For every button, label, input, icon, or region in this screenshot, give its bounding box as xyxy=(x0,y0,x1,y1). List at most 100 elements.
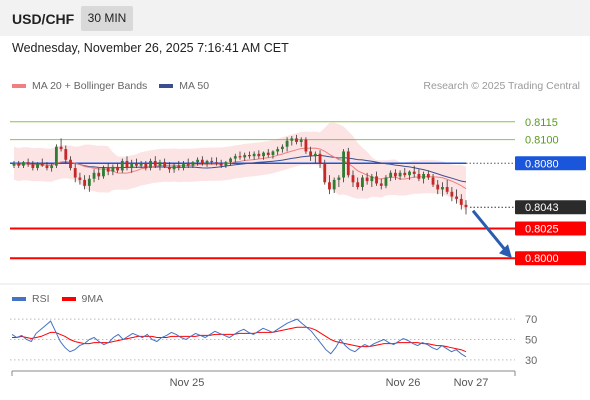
price-chart: 0.8115 0.8100 0.8080 0.8043 0.8025 0.8000 xyxy=(0,117,590,285)
bollinger-band xyxy=(14,122,466,211)
candle-body xyxy=(102,168,105,177)
candle-body xyxy=(210,160,214,163)
candle-body xyxy=(153,160,157,166)
candle-body xyxy=(69,159,72,169)
candle-body xyxy=(445,187,449,192)
candle-body xyxy=(441,187,444,190)
candle-body xyxy=(370,176,374,182)
candle-body xyxy=(257,153,261,157)
candle-body xyxy=(205,160,209,164)
candle-body xyxy=(342,151,345,178)
candle-body xyxy=(50,165,54,169)
ma50-line xyxy=(13,154,467,183)
candle-body xyxy=(139,163,143,166)
candle-body xyxy=(436,184,440,190)
support-label-0.8025: 0.8025 xyxy=(525,224,559,236)
candle-body xyxy=(464,204,468,208)
candle-body xyxy=(116,166,119,171)
candle-body xyxy=(389,172,393,178)
candle-body xyxy=(17,163,21,166)
legend-rsi-ma: 9MA xyxy=(61,293,104,305)
rsi-swatch xyxy=(12,297,26,301)
candle-body xyxy=(276,149,280,152)
rsi-tick-30: 30 xyxy=(525,355,537,367)
candle-body xyxy=(459,198,463,205)
candle-body xyxy=(111,166,115,172)
candle-body xyxy=(323,163,327,183)
price-legend: MA 20 + Bollinger Bands MA 50 xyxy=(12,80,221,92)
target-label-0.8100: 0.8100 xyxy=(525,135,559,147)
candle-body xyxy=(224,162,228,166)
candle-body xyxy=(252,153,256,157)
candle-body xyxy=(182,163,185,169)
candle-body xyxy=(393,172,397,177)
candle-body xyxy=(403,172,407,176)
candle-body xyxy=(78,177,82,180)
candle-body xyxy=(106,168,110,172)
candle-body xyxy=(177,165,181,169)
candle-body xyxy=(149,160,152,169)
candle-body xyxy=(375,176,378,184)
candle-body xyxy=(346,151,350,176)
candle-body xyxy=(295,138,298,142)
candle-body xyxy=(351,175,355,183)
rsi-tick-50: 50 xyxy=(525,335,537,347)
candle-body xyxy=(158,162,162,166)
last-price-tag xyxy=(515,200,586,215)
datetime-label: Wednesday, November 26, 2025 7:16:41 AM … xyxy=(12,41,289,55)
candle-body xyxy=(285,140,289,147)
candle-body xyxy=(266,152,270,156)
candle-body xyxy=(22,162,25,166)
legend-ma20-label: MA 20 + Bollinger Bands xyxy=(32,80,148,92)
candle-body xyxy=(455,196,458,199)
last-price-label: 0.8043 xyxy=(525,202,559,214)
candle-body xyxy=(337,177,341,180)
candle-body xyxy=(280,146,284,150)
forecast-arrow-head xyxy=(499,244,512,259)
candle-body xyxy=(271,151,275,156)
candle-body xyxy=(304,139,308,152)
candle-body xyxy=(144,163,148,169)
header-bar: USD/CHF 30 MIN xyxy=(0,0,590,36)
candle-body xyxy=(163,162,167,167)
timeframe-button[interactable]: 30 MIN xyxy=(81,6,133,31)
legend-rsi-label: RSI xyxy=(32,293,50,305)
legend-rsi-ma-label: 9MA xyxy=(81,293,104,305)
symbol-label[interactable]: USD/CHF xyxy=(12,11,75,27)
forecast-arrow-shaft xyxy=(471,209,509,254)
legend-rsi: RSI xyxy=(12,293,50,305)
candle-body xyxy=(130,163,134,169)
ma50-swatch xyxy=(159,84,174,88)
pivot-label: 0.8080 xyxy=(525,158,559,170)
candle-body xyxy=(229,158,232,163)
candle-body xyxy=(408,171,411,176)
rsi-line xyxy=(11,318,467,358)
candle-body xyxy=(426,173,430,178)
support-price-tag-0.8025 xyxy=(515,221,586,236)
ma20-swatch xyxy=(12,84,26,88)
candle-body xyxy=(384,177,388,186)
candle-body xyxy=(54,146,58,166)
candle-body xyxy=(262,152,265,157)
x-tick-nov-26: Nov 26 xyxy=(386,377,421,389)
candle-body xyxy=(125,160,129,169)
candle-body xyxy=(73,168,77,178)
candle-body xyxy=(299,139,303,142)
candle-body xyxy=(45,165,49,169)
credit-label: Research © 2025 Trading Central xyxy=(423,80,580,92)
candle-body xyxy=(31,164,35,169)
candle-body xyxy=(361,177,364,188)
candle-body xyxy=(422,173,426,179)
target-label-0.8115: 0.8115 xyxy=(525,117,558,129)
candle-body xyxy=(219,163,223,166)
candle-body xyxy=(40,163,44,166)
candle-body xyxy=(417,173,421,179)
rsi-ma-swatch xyxy=(61,297,76,301)
candle-body xyxy=(328,182,331,190)
candle-body xyxy=(398,172,402,177)
legend-ma20: MA 20 + Bollinger Bands xyxy=(12,80,147,92)
x-tick-nov-27: Nov 27 xyxy=(454,377,489,389)
pivot-price-tag xyxy=(515,156,586,171)
candle-body xyxy=(215,162,218,164)
